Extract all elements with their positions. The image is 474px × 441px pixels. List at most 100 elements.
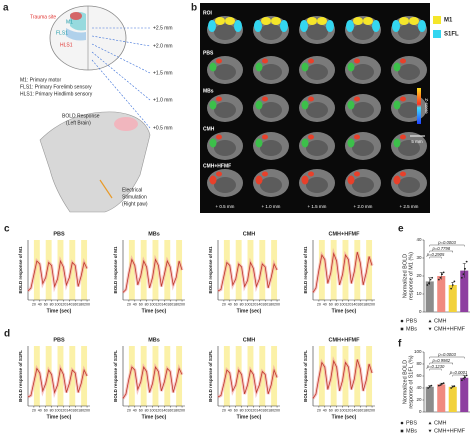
x-tick-label: 140 bbox=[66, 408, 72, 412]
chart-title: PBS bbox=[53, 337, 65, 343]
y-tick-label: 20 bbox=[416, 273, 422, 278]
data-point bbox=[464, 267, 466, 270]
roi-s1fl bbox=[300, 20, 308, 32]
x-tick-label: 20 bbox=[222, 302, 226, 306]
x-tick-label: 60 bbox=[44, 302, 48, 306]
chart-title: MBs bbox=[148, 337, 160, 343]
level-label: +2.5 mm bbox=[153, 25, 173, 31]
p-value: p=0.7798 bbox=[431, 246, 450, 251]
legend-label: CMH+HFMF bbox=[434, 428, 466, 434]
x-tick-label: 180 bbox=[363, 408, 369, 412]
label: HLS1 bbox=[60, 42, 73, 48]
row-label: MBs bbox=[203, 88, 214, 94]
panel-label: c bbox=[4, 224, 10, 235]
activation bbox=[400, 96, 406, 102]
x-tick-label: 100 bbox=[150, 302, 156, 306]
activation bbox=[308, 134, 314, 140]
p-value: p=0.2905 bbox=[426, 252, 445, 257]
roi-m1 bbox=[399, 17, 409, 25]
x-tick-label: 40 bbox=[133, 302, 137, 306]
data-point bbox=[427, 387, 430, 389]
x-tick-label: 140 bbox=[256, 408, 262, 412]
brain-inner bbox=[352, 177, 374, 193]
legend-label: MBs bbox=[406, 428, 417, 434]
roi-m1 bbox=[363, 17, 373, 25]
y-axis-label: BOLD response of M1 bbox=[208, 246, 213, 294]
activation bbox=[308, 58, 314, 64]
stimulus-block bbox=[354, 346, 361, 406]
activation bbox=[209, 138, 217, 148]
activation bbox=[301, 62, 309, 72]
x-tick-label: 180 bbox=[268, 302, 274, 306]
brain-inner bbox=[260, 64, 282, 80]
data-point bbox=[437, 384, 440, 387]
level-label: +1.5 mm bbox=[153, 70, 173, 76]
x-axis-label: Time (sec) bbox=[142, 308, 167, 314]
roi-s1fl bbox=[234, 20, 242, 32]
stimulus-block bbox=[140, 346, 147, 406]
y-tick-label: 0 bbox=[419, 309, 422, 314]
stimulus-block bbox=[128, 346, 135, 406]
x-tick-label: 40 bbox=[133, 408, 137, 412]
trace bbox=[217, 261, 278, 292]
activation bbox=[209, 100, 217, 110]
activation bbox=[209, 175, 217, 185]
label: Stimulation bbox=[122, 194, 147, 200]
x-tick-label: 180 bbox=[363, 302, 369, 306]
significance-bracket bbox=[452, 374, 465, 377]
data-point bbox=[439, 384, 442, 386]
y-tick-label: 60 bbox=[416, 373, 422, 378]
brain-inner bbox=[214, 177, 236, 193]
bar bbox=[437, 276, 446, 312]
significance-bracket bbox=[429, 244, 465, 247]
activation bbox=[216, 134, 222, 140]
chart-title: CMH+HFMF bbox=[328, 231, 360, 237]
legend-label: MBs bbox=[406, 326, 417, 332]
y-axis-label: BOLD response of M1 bbox=[18, 246, 23, 294]
x-tick-label: 20 bbox=[127, 408, 131, 412]
data-point bbox=[460, 276, 463, 279]
activation bbox=[347, 100, 355, 110]
x-tick-label: 120 bbox=[345, 302, 351, 306]
x-tick-label: 100 bbox=[150, 408, 156, 412]
activation bbox=[354, 96, 360, 102]
column-label: + 1.0 mm bbox=[262, 204, 281, 209]
brain-inner bbox=[260, 177, 282, 193]
brain-inner bbox=[352, 140, 374, 156]
activation bbox=[216, 96, 222, 102]
x-tick-label: 20 bbox=[32, 302, 36, 306]
legend-label: PBS bbox=[406, 318, 417, 324]
x-tick-label: 100 bbox=[340, 302, 346, 306]
activation bbox=[255, 100, 263, 110]
level-label: +0.5 mm bbox=[153, 125, 173, 131]
stimulus-block bbox=[318, 240, 325, 300]
y-axis-label: BOLD response of S1FL bbox=[113, 350, 118, 402]
y-tick-label: 10 bbox=[416, 291, 422, 296]
y-axis-label: response of S1FL (%) bbox=[408, 355, 414, 408]
y-axis-label: Normalized BOLD bbox=[402, 254, 408, 298]
x-tick-label: 20 bbox=[127, 302, 131, 306]
data-point bbox=[437, 278, 440, 281]
activation bbox=[216, 58, 222, 64]
data-point bbox=[453, 280, 456, 283]
brain-inner bbox=[398, 102, 420, 118]
p-value: p=0.1230 bbox=[426, 364, 445, 369]
activation bbox=[400, 58, 406, 64]
brain-inner bbox=[398, 177, 420, 193]
rat-brain bbox=[114, 117, 138, 131]
activation bbox=[393, 62, 401, 72]
data-point bbox=[430, 384, 433, 387]
x-tick-label: 60 bbox=[139, 302, 143, 306]
stimulus-block bbox=[33, 346, 40, 406]
x-tick-label: 40 bbox=[228, 408, 232, 412]
row-label: PBS bbox=[203, 50, 214, 56]
y-axis-label: BOLD response of S1FL bbox=[208, 350, 213, 402]
x-axis-label: Time (sec) bbox=[142, 414, 167, 420]
data-point bbox=[451, 385, 454, 388]
x-tick-label: 160 bbox=[357, 408, 363, 412]
definition: HLS1: Primary Hindlimb sensory bbox=[20, 91, 93, 97]
trace bbox=[27, 367, 88, 398]
x-tick-label: 180 bbox=[173, 302, 179, 306]
stimulus-block bbox=[152, 240, 159, 300]
x-tick-label: 120 bbox=[250, 408, 256, 412]
